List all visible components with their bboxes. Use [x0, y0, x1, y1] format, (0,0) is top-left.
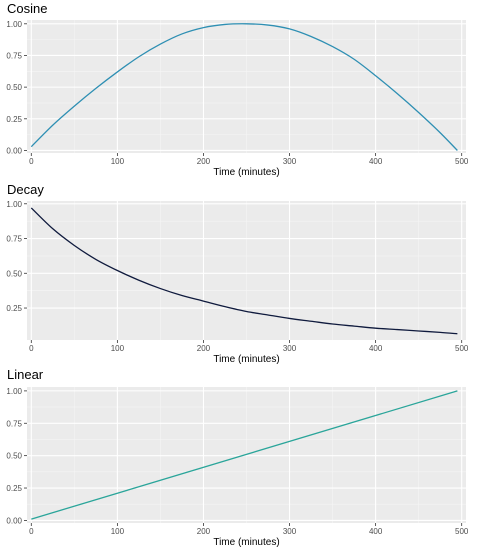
x-tick-label: 400: [369, 527, 383, 536]
panel-decay: Decay 0.25 0.50 0.75 1.00 0 100 200 300 400 500 Tim…: [6, 182, 468, 365]
panel-title: Cosine: [7, 1, 47, 16]
x-tick-label: 100: [111, 527, 125, 536]
y-tick-label: 0.25: [6, 484, 22, 493]
x-tick-label: 100: [111, 344, 125, 353]
x-tick-label: 400: [369, 344, 383, 353]
x-tick-label: 500: [455, 344, 469, 353]
y-tick-label: 0.50: [6, 83, 22, 92]
x-tick-label: 0: [29, 527, 34, 536]
x-tick-label: 200: [197, 157, 211, 166]
y-tick-label: 0.25: [6, 304, 22, 313]
x-tick-label: 200: [197, 527, 211, 536]
x-axis-label: Time (minutes): [213, 354, 279, 365]
panel-title: Linear: [7, 367, 44, 382]
y-tick-label: 0.75: [6, 419, 22, 428]
y-tick-label: 0.50: [6, 452, 22, 461]
series-line-cosine: [30, 23, 458, 151]
x-tick-label: 300: [283, 157, 297, 166]
x-tick-label: 400: [369, 157, 383, 166]
panel-title: Decay: [7, 182, 44, 197]
x-axis-label: Time (minutes): [213, 167, 279, 178]
y-tick-label: 0.00: [6, 146, 22, 155]
x-tick-label: 0: [29, 344, 34, 353]
y-tick-label: 0.25: [6, 115, 22, 124]
panel-linear: Linear 0.00 0.25 0.50 0.75 1.00 0 100 200 300 400 5…: [6, 367, 468, 548]
panel-cosine: Cosine 0.00 0.25 0.50 0.75 1.00 0 100 200 300 400 5…: [6, 1, 468, 178]
y-tick-label: 1.00: [6, 387, 22, 396]
x-tick-label: 500: [455, 527, 469, 536]
x-tick-label: 300: [283, 527, 297, 536]
x-tick-label: 300: [283, 344, 297, 353]
y-tick-label: 0.00: [6, 516, 22, 525]
x-tick-label: 500: [455, 157, 469, 166]
y-tick-label: 0.50: [6, 269, 22, 278]
x-tick-label: 0: [29, 157, 34, 166]
x-tick-label: 200: [197, 344, 211, 353]
y-tick-label: 1.00: [6, 20, 22, 29]
x-tick-label: 100: [111, 157, 125, 166]
x-axis-label: Time (minutes): [213, 537, 279, 548]
y-tick-label: 0.75: [6, 235, 22, 244]
series-line-decay: [30, 207, 458, 335]
series-line-linear: [31, 390, 458, 520]
y-tick-label: 0.75: [6, 51, 22, 60]
y-tick-label: 1.00: [6, 200, 22, 209]
